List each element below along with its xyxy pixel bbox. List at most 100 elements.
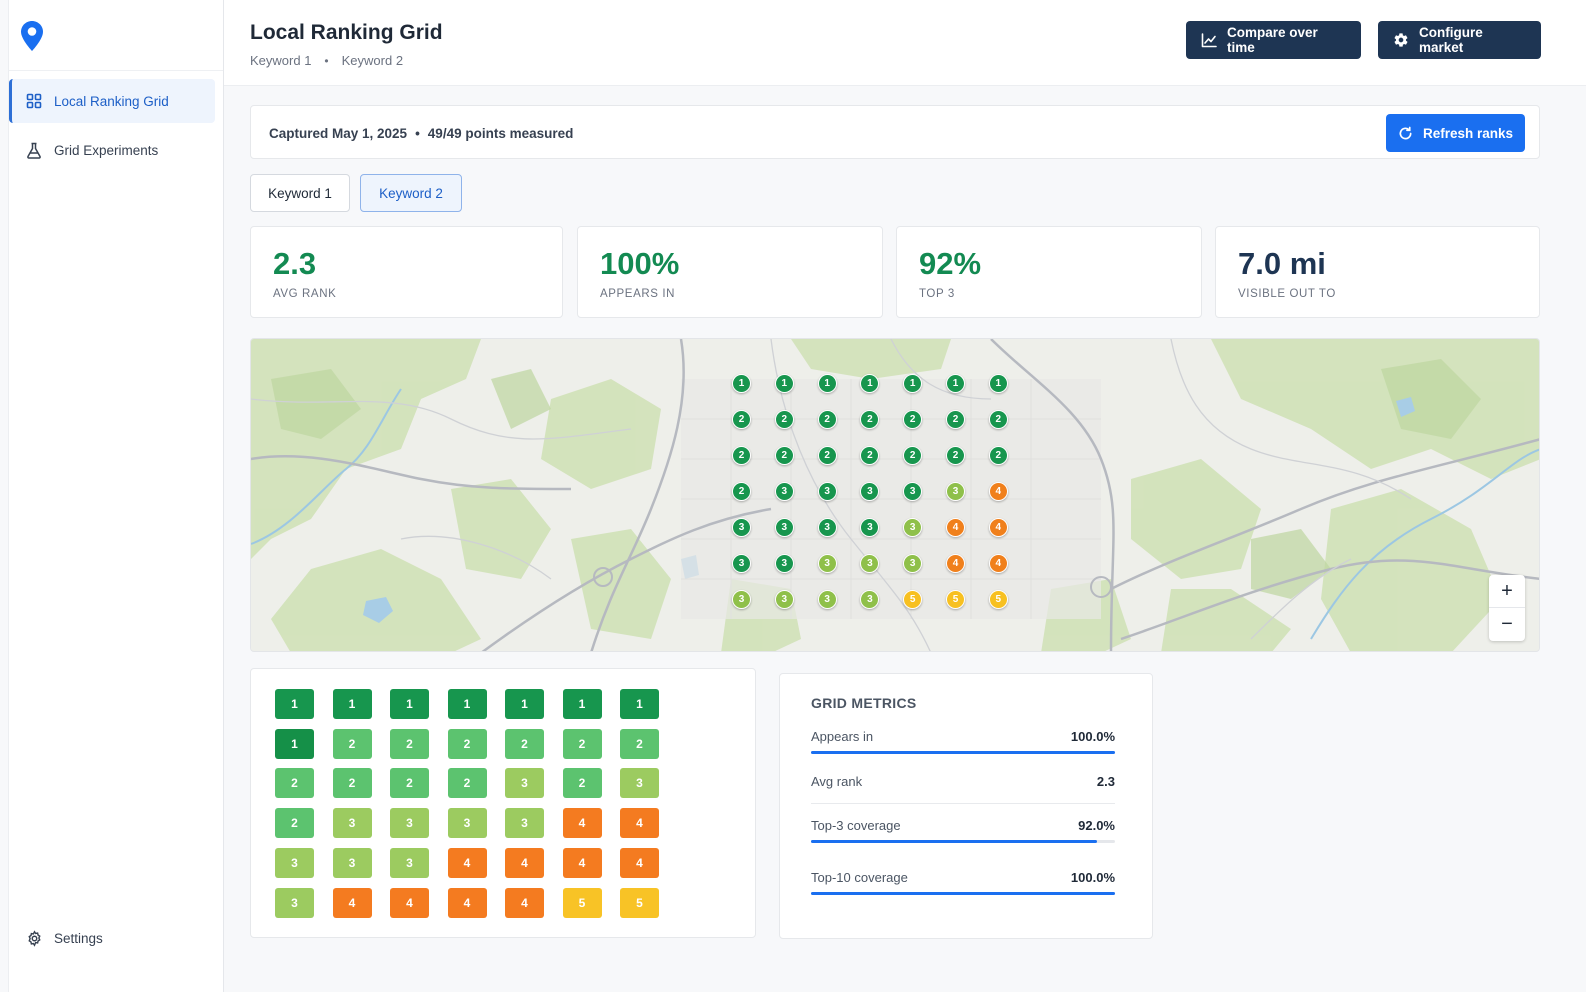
map-rank-pin[interactable]: 2 — [732, 482, 751, 501]
heatmap-cell[interactable]: 1 — [390, 689, 429, 719]
map-rank-pin[interactable]: 4 — [988, 518, 1008, 537]
sidebar-item-local-ranking-grid[interactable]: Local Ranking Grid — [9, 79, 215, 123]
ranking-map[interactable]: 1 1 1 1 1 1 1 2 2 2 2 2 2 2 2 2 2 2 2 2 2 2 3 3 3 3 3 4 3 3 3 3 3 4 4 3 3 3 3 3… — [250, 338, 1540, 652]
heatmap-cell[interactable]: 4 — [505, 887, 544, 918]
map-rank-pin[interactable]: 2 — [946, 446, 965, 465]
map-rank-pin[interactable]: 3 — [817, 554, 837, 573]
map-rank-pin[interactable]: 2 — [817, 410, 837, 429]
map-rank-pin[interactable]: 3 — [774, 590, 794, 609]
heatmap-cell[interactable]: 3 — [447, 808, 487, 839]
map-rank-pin[interactable]: 1 — [860, 374, 880, 393]
map-rank-pin[interactable]: 2 — [988, 446, 1008, 465]
map-rank-pin[interactable]: 3 — [774, 518, 794, 537]
heatmap-cell[interactable]: 1 — [620, 689, 659, 719]
map-rank-pin[interactable]: 3 — [774, 482, 794, 501]
heatmap-cell[interactable]: 4 — [620, 847, 659, 878]
configure-market-button[interactable]: Configure market — [1378, 21, 1541, 59]
map-rank-pin[interactable]: 3 — [732, 554, 751, 573]
heatmap-cell[interactable]: 3 — [505, 808, 544, 839]
map-rank-pin[interactable]: 4 — [988, 482, 1008, 501]
heatmap-cell[interactable]: 3 — [620, 768, 659, 799]
map-rank-pin[interactable]: 2 — [732, 410, 751, 429]
refresh-ranks-button[interactable]: Refresh ranks — [1386, 114, 1525, 152]
map-rank-pin[interactable]: 3 — [860, 518, 880, 537]
heatmap-cell[interactable]: 2 — [275, 808, 314, 839]
heatmap-cell[interactable]: 4 — [390, 887, 429, 918]
heatmap-cell[interactable]: 4 — [505, 847, 544, 878]
map-rank-pin[interactable]: 2 — [946, 410, 965, 429]
heatmap-cell[interactable]: 4 — [562, 847, 602, 878]
heatmap-cell[interactable]: 3 — [275, 847, 314, 878]
heatmap-cell[interactable]: 5 — [562, 887, 602, 918]
map-rank-pin[interactable]: 1 — [732, 374, 751, 393]
heatmap-cell[interactable]: 1 — [275, 728, 314, 759]
heatmap-cell[interactable]: 2 — [390, 728, 429, 759]
map-rank-pin[interactable]: 2 — [817, 446, 837, 465]
map-pin-icon[interactable] — [19, 20, 45, 52]
map-rank-pin[interactable]: 2 — [860, 446, 880, 465]
heatmap-cell[interactable]: 5 — [620, 887, 659, 918]
heatmap-cell[interactable]: 2 — [562, 768, 602, 799]
heatmap-cell[interactable]: 3 — [390, 847, 429, 878]
compare-over-time-button[interactable]: Compare over time — [1186, 21, 1361, 59]
heatmap-cell[interactable]: 3 — [275, 887, 314, 918]
map-rank-pin[interactable]: 2 — [774, 410, 794, 429]
heatmap-cell[interactable]: 1 — [562, 689, 602, 719]
heatmap-cell[interactable]: 4 — [447, 887, 487, 918]
map-rank-pin[interactable]: 2 — [988, 410, 1008, 429]
heatmap-cell[interactable]: 3 — [332, 808, 372, 839]
map-rank-pin[interactable]: 5 — [946, 590, 965, 609]
heatmap-cell[interactable]: 4 — [620, 808, 659, 839]
map-rank-pin[interactable]: 2 — [903, 446, 923, 465]
heatmap-cell[interactable]: 1 — [275, 689, 314, 719]
heatmap-cell[interactable]: 2 — [332, 768, 372, 799]
map-rank-pin[interactable]: 2 — [860, 410, 880, 429]
zoom-out-button[interactable]: − — [1501, 613, 1513, 635]
map-rank-pin[interactable]: 3 — [817, 518, 837, 537]
heatmap-cell[interactable]: 4 — [447, 847, 487, 878]
map-rank-pin[interactable]: 1 — [774, 374, 794, 393]
map-rank-pin[interactable]: 3 — [903, 554, 923, 573]
tab-keyword-1[interactable]: Keyword 1 — [250, 174, 350, 212]
map-rank-pin[interactable]: 3 — [903, 518, 923, 537]
map-rank-pin[interactable]: 3 — [860, 482, 880, 501]
tab-keyword-2[interactable]: Keyword 2 — [360, 174, 462, 212]
heatmap-cell[interactable]: 3 — [390, 808, 429, 839]
map-rank-pin[interactable]: 4 — [946, 554, 965, 573]
map-rank-pin[interactable]: 4 — [988, 554, 1008, 573]
heatmap-cell[interactable]: 3 — [332, 847, 372, 878]
sidebar-item-settings[interactable]: Settings — [9, 916, 215, 960]
heatmap-cell[interactable]: 1 — [447, 689, 487, 719]
map-rank-pin[interactable]: 3 — [903, 482, 923, 501]
heatmap-cell[interactable]: 2 — [447, 728, 487, 759]
map-rank-pin[interactable]: 3 — [732, 590, 751, 609]
map-rank-pin[interactable]: 1 — [946, 374, 965, 393]
breadcrumb-keyword-1[interactable]: Keyword 1 — [250, 53, 312, 68]
heatmap-cell[interactable]: 2 — [390, 768, 429, 799]
heatmap-cell[interactable]: 2 — [505, 728, 544, 759]
sidebar-item-grid-experiments[interactable]: Grid Experiments — [9, 128, 215, 172]
zoom-in-button[interactable]: + — [1489, 575, 1525, 608]
heatmap-cell[interactable]: 2 — [620, 728, 659, 759]
heatmap-cell[interactable]: 1 — [505, 689, 544, 719]
breadcrumb-keyword-2[interactable]: Keyword 2 — [341, 53, 404, 68]
map-rank-pin[interactable]: 3 — [732, 518, 751, 537]
heatmap-cell[interactable]: 2 — [562, 728, 602, 759]
heatmap-cell[interactable]: 4 — [562, 808, 602, 839]
heatmap-cell[interactable]: 1 — [332, 689, 372, 719]
map-rank-pin[interactable]: 1 — [988, 374, 1008, 393]
map-rank-pin[interactable]: 3 — [860, 590, 880, 609]
heatmap-cell[interactable]: 2 — [275, 768, 314, 799]
heatmap-cell[interactable]: 3 — [505, 768, 544, 799]
map-rank-pin[interactable]: 5 — [988, 590, 1008, 609]
heatmap-cell[interactable]: 2 — [332, 728, 372, 759]
map-rank-pin[interactable]: 3 — [774, 554, 794, 573]
map-rank-pin[interactable]: 3 — [817, 482, 837, 501]
map-rank-pin[interactable]: 1 — [903, 374, 923, 393]
heatmap-cell[interactable]: 2 — [447, 768, 487, 799]
heatmap-cell[interactable]: 4 — [332, 887, 372, 918]
map-rank-pin[interactable]: 4 — [946, 518, 965, 537]
map-rank-pin[interactable]: 2 — [903, 410, 923, 429]
map-rank-pin[interactable]: 3 — [860, 554, 880, 573]
map-rank-pin[interactable]: 2 — [732, 446, 751, 465]
